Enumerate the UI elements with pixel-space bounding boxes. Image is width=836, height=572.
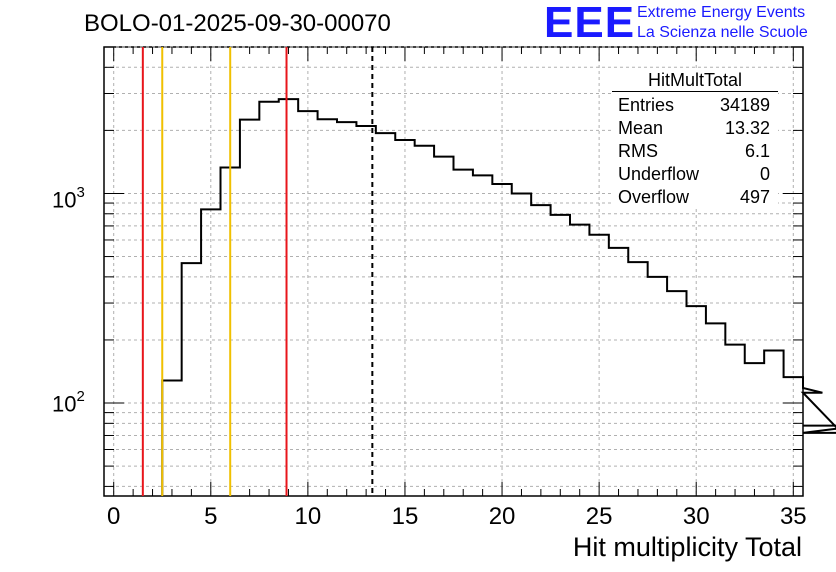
x-tick-label: 5 <box>204 503 217 530</box>
logo-line-1: Extreme Energy Events <box>637 4 806 21</box>
logo-line-2: La Scienza nelle Scuole <box>637 24 808 41</box>
x-tick-label: 0 <box>107 503 120 530</box>
stats-row-overflow: Overflow 497 <box>618 187 770 207</box>
x-axis-label: Hit multiplicity Total <box>572 532 802 562</box>
histogram-outline <box>161 98 836 496</box>
x-tick-label: 30 <box>683 503 710 530</box>
eee-logo: EEE <box>544 0 636 47</box>
chart-title: BOLO-01-2025-09-30-00070 <box>84 10 391 37</box>
stats-row-mean: Mean 13.32 <box>618 118 770 138</box>
histogram <box>161 98 836 496</box>
stats-row-rms: RMS 6.1 <box>618 141 770 161</box>
stats-row-underflow: Underflow 0 <box>618 164 770 184</box>
axis-ticks <box>104 46 803 496</box>
y-tick-label-100: 102 <box>52 388 85 417</box>
y-tick-label-1000: 103 <box>52 184 85 213</box>
x-tick-label: 35 <box>780 503 807 530</box>
stats-row-entries: Entries 34189 <box>618 95 770 115</box>
x-tick-label: 15 <box>392 503 419 530</box>
x-tick-labels: 0 5 10 15 20 25 30 35 <box>107 503 807 530</box>
stats-histogram-name: HitMultTotal <box>612 70 778 92</box>
x-tick-label: 10 <box>295 503 322 530</box>
x-tick-label: 20 <box>489 503 516 530</box>
stats-box: HitMultTotal Entries 34189 Mean 13.32 RMS 6… <box>612 70 778 209</box>
marker-lines <box>141 47 374 496</box>
x-tick-label: 25 <box>586 503 613 530</box>
